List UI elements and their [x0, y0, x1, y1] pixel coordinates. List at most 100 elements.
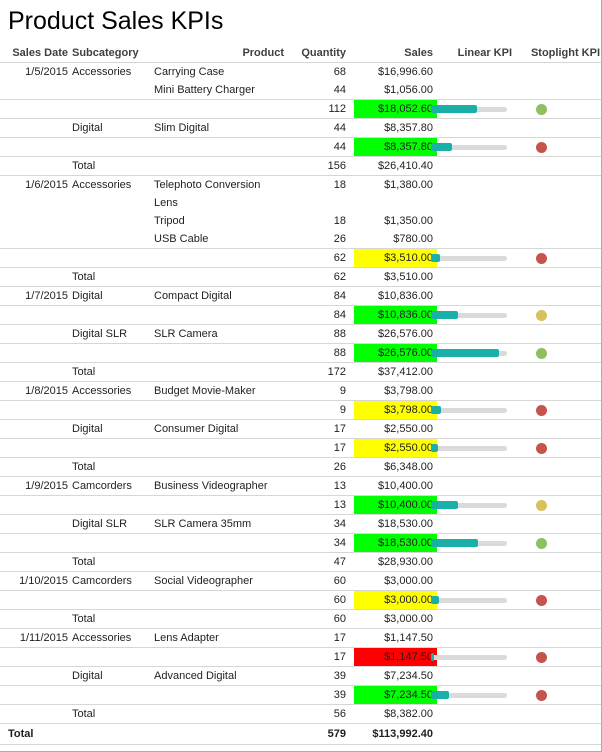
table-row: 34 $18,530.00: [0, 533, 601, 553]
table-row: USB Cable 26 $780.00: [0, 230, 601, 248]
header-linear-kpi: Linear KPI: [457, 47, 512, 59]
linear-kpi-cell: [441, 176, 512, 194]
kpi-gauge-fill: [431, 444, 438, 452]
product-cell: Slim Digital: [154, 122, 210, 134]
stoplight-cell: [516, 477, 600, 495]
quantity-cell: 60: [333, 594, 346, 606]
linear-kpi-cell: [441, 268, 512, 286]
sales-cell: $3,000.00: [384, 575, 433, 587]
linear-kpi-cell: [431, 249, 512, 267]
stoplight-cell: [516, 420, 600, 438]
quantity-cell: 17: [333, 423, 346, 435]
quantity-cell: 84: [333, 290, 346, 302]
linear-kpi-cell: [441, 515, 512, 533]
stoplight-cell: [516, 157, 600, 175]
quantity-cell: 56: [333, 708, 346, 720]
quantity-cell: 26: [333, 233, 346, 245]
sales-cell: $26,410.40: [377, 160, 433, 172]
sales-cell: $37,412.00: [377, 366, 433, 378]
header-subcategory: Subcategory: [72, 47, 139, 59]
header-sales-date: Sales Date: [12, 47, 68, 59]
table-row: 17 $1,147.50: [0, 647, 601, 667]
stoplight-cell: [516, 534, 600, 552]
stoplight-indicator: [535, 651, 547, 663]
stoplight-cell: [516, 344, 600, 362]
sales-cell: $1,147.50: [384, 632, 433, 644]
linear-kpi-gauge: [431, 138, 507, 156]
table-row: Digital Slim Digital 44 $8,357.80: [0, 119, 601, 137]
sales-cell: $6,348.00: [384, 461, 433, 473]
sales-cell: $780.00: [393, 233, 433, 245]
sales-cell: $8,357.80: [384, 122, 433, 134]
product-cell: Budget Movie-Maker: [154, 385, 256, 397]
table-row: Total 156 $26,410.40: [0, 157, 601, 176]
product-cell: Social Videographer: [154, 575, 253, 587]
stoplight-cell: [516, 176, 600, 194]
linear-kpi-cell: [441, 705, 512, 723]
kpi-gauge-track: [431, 145, 507, 150]
subcategory-cell: Digital: [72, 290, 103, 302]
subcategory-cell: Digital: [72, 670, 103, 682]
linear-kpi-cell: [431, 100, 512, 118]
product-cell: Business Videographer: [154, 480, 268, 492]
linear-kpi-cell: [431, 591, 512, 609]
linear-kpi-gauge: [431, 306, 507, 324]
report-title: Product Sales KPIs: [8, 7, 224, 35]
subcategory-cell: Total: [72, 556, 96, 568]
linear-kpi-cell: [441, 63, 512, 81]
stoplight-cell: [516, 553, 600, 571]
product-cell: Tripod: [154, 215, 185, 227]
table-row: Digital Advanced Digital 39 $7,234.50: [0, 667, 601, 685]
stoplight-cell: [516, 496, 600, 514]
sales-cell: $1,147.50: [354, 648, 437, 666]
table-row: 44 $8,357.80: [0, 137, 601, 157]
linear-kpi-gauge: [431, 591, 507, 609]
product-cell: USB Cable: [154, 233, 209, 245]
linear-kpi-gauge: [431, 686, 507, 704]
stoplight-indicator: [535, 347, 547, 359]
header-quantity: Quantity: [301, 47, 346, 59]
sales-cell: $3,798.00: [354, 401, 437, 419]
subcategory-cell: Accessories: [72, 66, 132, 78]
linear-kpi-cell: [441, 382, 512, 400]
table-row: 1/8/2015 Accessories Budget Movie-Maker …: [0, 382, 601, 400]
stoplight-indicator: [535, 537, 547, 549]
linear-kpi-cell: [441, 610, 512, 628]
stoplight-cell: [516, 268, 600, 286]
linear-kpi-gauge: [431, 496, 507, 514]
linear-kpi-cell: [441, 157, 512, 175]
quantity-cell: 156: [327, 160, 346, 172]
linear-kpi-cell: [441, 325, 512, 343]
subcategory-cell: Camcorders: [72, 575, 132, 587]
quantity-cell: 39: [333, 670, 346, 682]
table-row: 1/10/2015 Camcorders Social Videographer…: [0, 572, 601, 590]
kpi-gauge-fill: [431, 406, 441, 414]
product-cell: Mini Battery Charger: [154, 84, 255, 96]
table-row: Digital SLR SLR Camera 88 $26,576.00: [0, 325, 601, 343]
stoplight-indicator: [535, 689, 547, 701]
stoplight-cell: [516, 458, 600, 476]
sales-cell: $18,052.60: [354, 100, 437, 118]
table-row: 39 $7,234.50: [0, 685, 601, 705]
stoplight-cell: [516, 325, 600, 343]
table-row: 9 $3,798.00: [0, 400, 601, 420]
stoplight-cell: [516, 100, 600, 118]
stoplight-indicator: [535, 404, 547, 416]
kpi-gauge-fill: [431, 596, 439, 604]
stoplight-cell: [516, 705, 600, 723]
stoplight-indicator: [535, 594, 547, 606]
quantity-cell: 112: [328, 103, 346, 115]
linear-kpi-cell: [431, 534, 512, 552]
stoplight-cell: [516, 591, 600, 609]
kpi-gauge-fill: [431, 311, 459, 319]
table-row: 88 $26,576.00: [0, 343, 601, 363]
table-row: 1/5/2015 Accessories Carrying Case 68 $1…: [0, 63, 601, 81]
sales-cell: $3,798.00: [384, 385, 433, 397]
product-cell: Lens Adapter: [154, 632, 219, 644]
table-row: Total 47 $28,930.00: [0, 553, 601, 572]
product-cell: SLR Camera 35mm: [154, 518, 252, 530]
stoplight-cell: [516, 249, 600, 267]
stoplight-cell: [516, 686, 600, 704]
product-cell: SLR Camera: [154, 328, 218, 340]
